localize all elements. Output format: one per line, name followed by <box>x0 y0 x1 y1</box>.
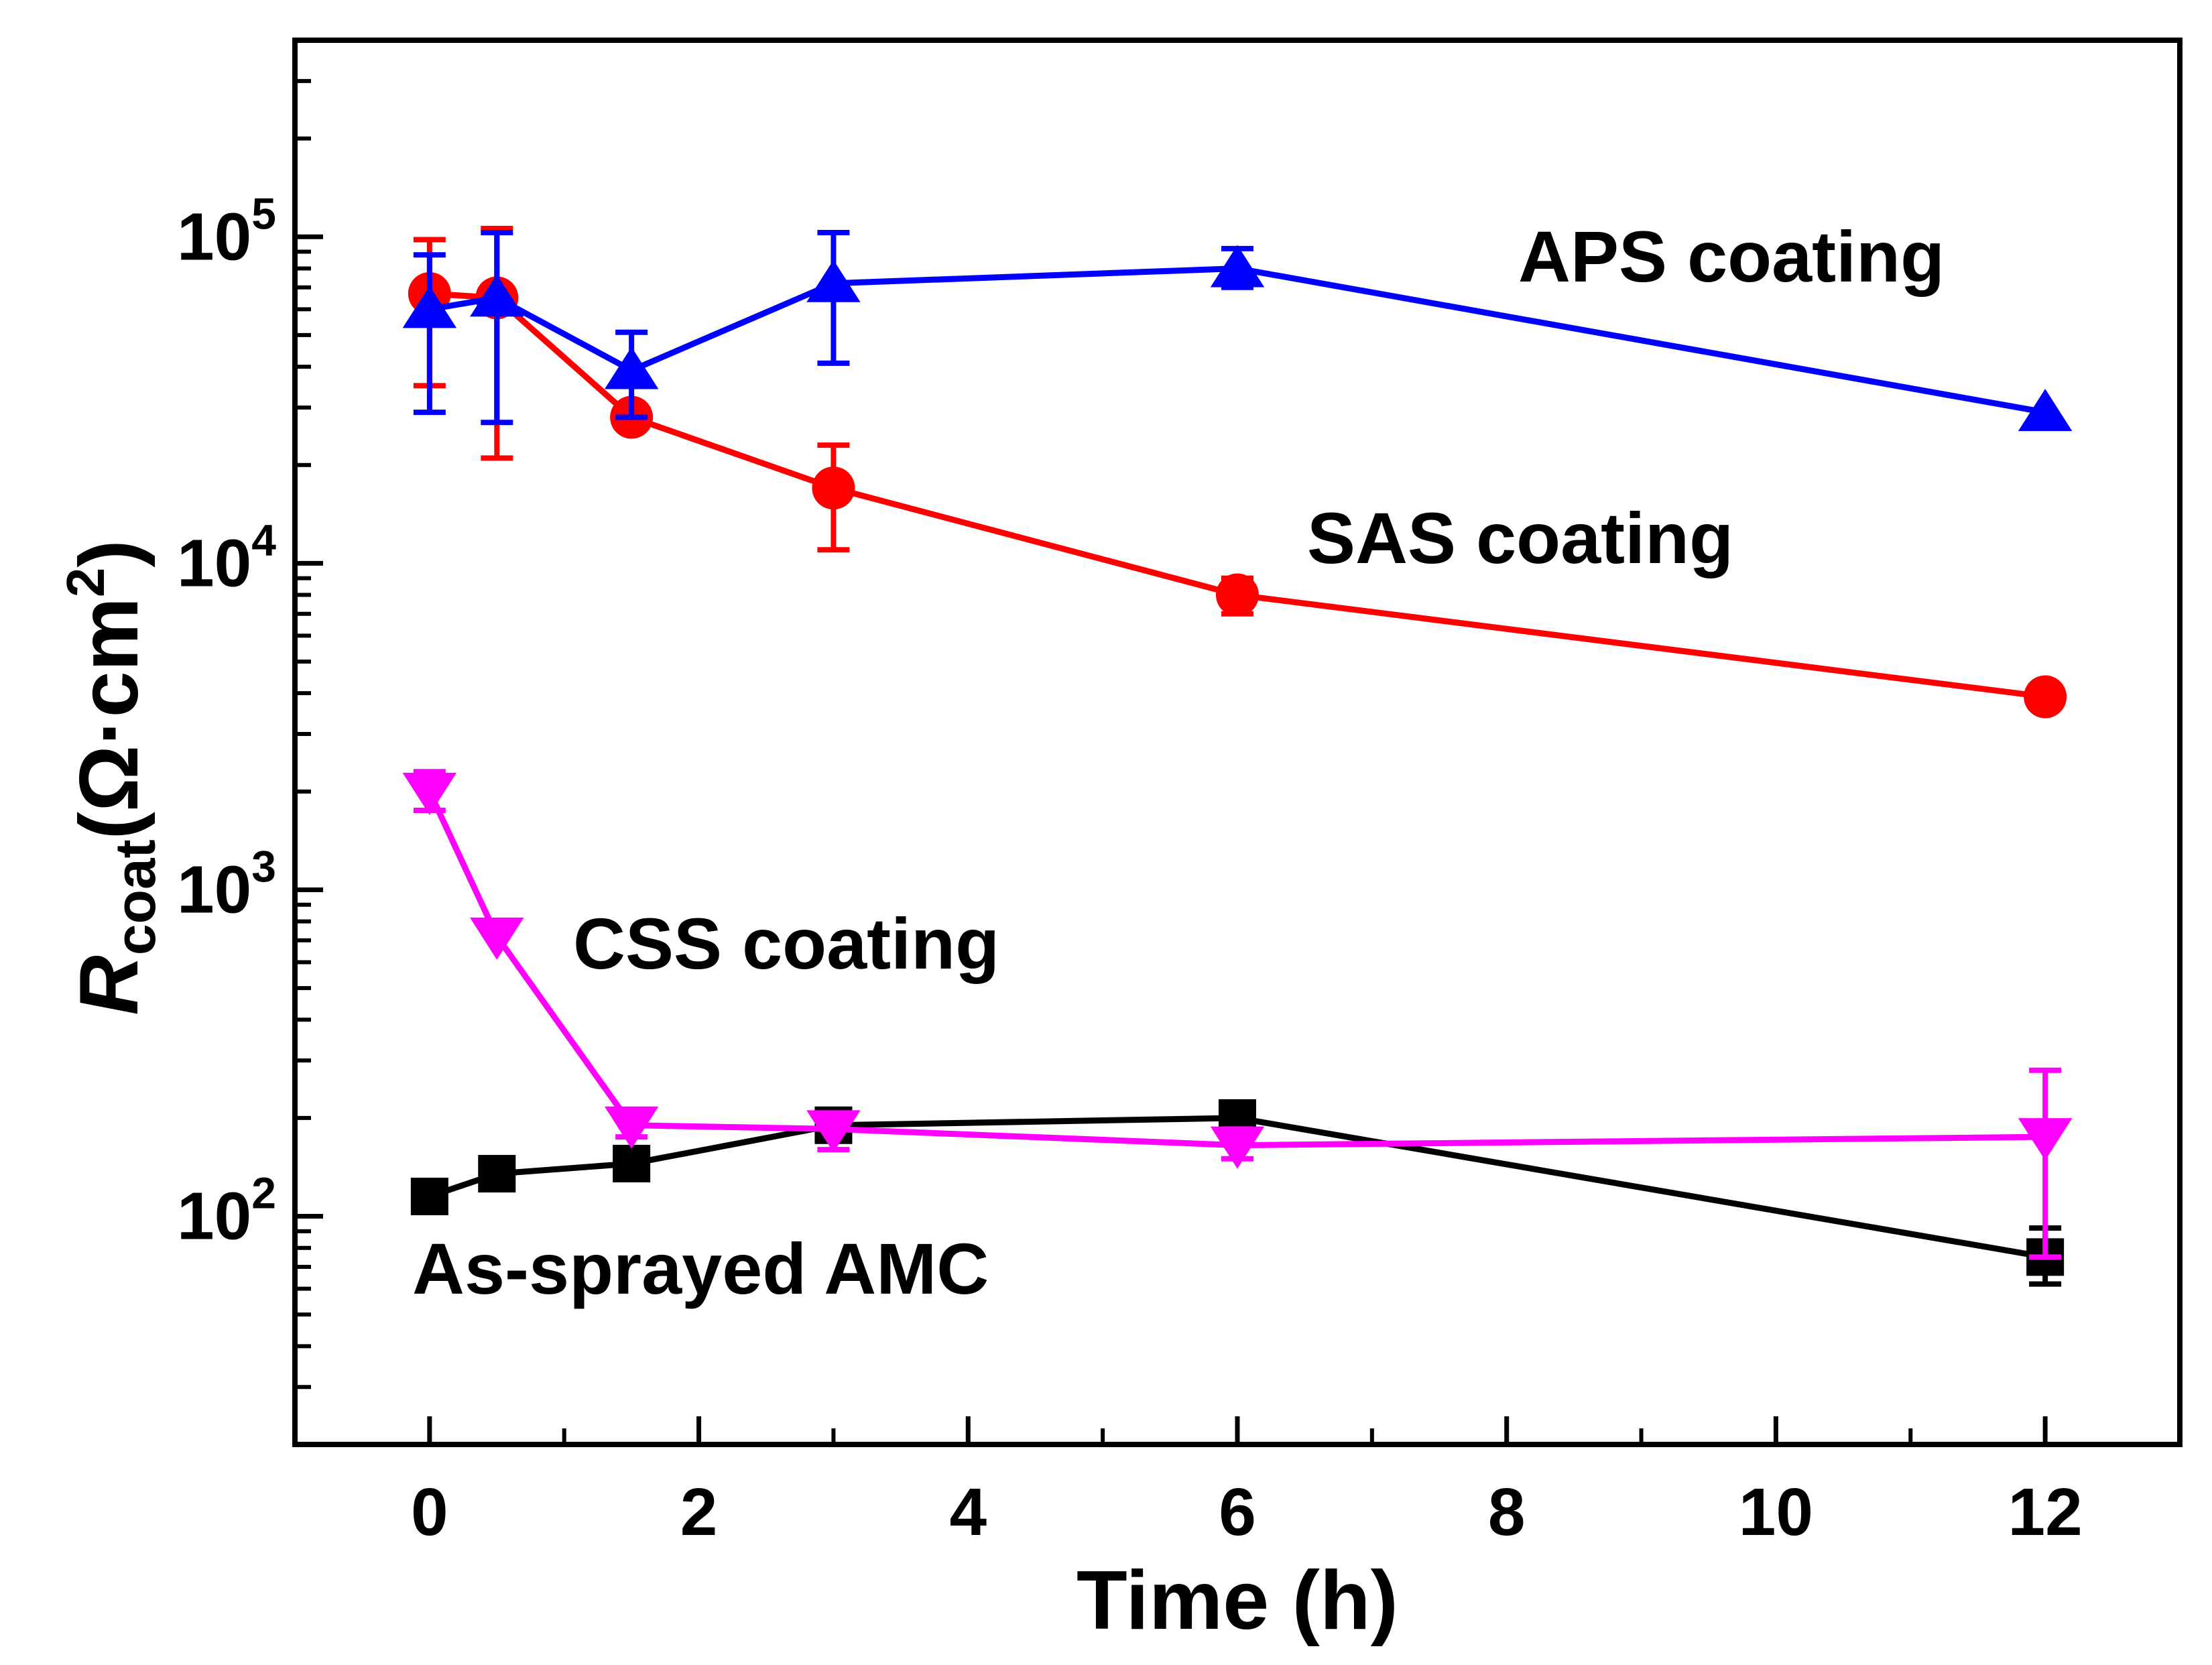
y-tick-label-exp: 4 <box>251 515 276 564</box>
data-point <box>812 467 855 509</box>
data-point <box>1216 574 1259 617</box>
y-tick-label-base: 10 <box>177 1179 251 1254</box>
series-label-css: CSS coating <box>573 903 999 984</box>
data-point <box>470 918 524 960</box>
y-tick-label: 103 <box>177 841 276 927</box>
y-tick-label-exp: 2 <box>251 1168 276 1218</box>
y-tick-label: 105 <box>177 188 276 274</box>
data-point <box>2024 676 2067 719</box>
plot-marks <box>403 229 2073 1284</box>
y-tick-label-base: 10 <box>177 852 251 927</box>
x-axis-title: Time (h) <box>1077 1554 1398 1647</box>
series-label-aps: APS coating <box>1518 216 1945 297</box>
y-tick-label: 104 <box>177 515 276 601</box>
y-axis-title-unit: (Ω·cm <box>63 597 156 839</box>
x-tick-label: 12 <box>2008 1475 2083 1550</box>
y-tick-label-exp: 5 <box>251 188 276 238</box>
series-label-amc: As-sprayed AMC <box>412 1228 989 1309</box>
data-point <box>613 1145 650 1182</box>
x-tick-label: 2 <box>680 1475 718 1550</box>
series-label-sas: SAS coating <box>1307 497 1733 578</box>
data-point <box>1211 245 1265 287</box>
series-css-coating <box>403 772 2073 1257</box>
x-tick-label: 8 <box>1488 1475 1526 1550</box>
x-tick-label: 10 <box>1739 1475 1813 1550</box>
x-tick-label: 0 <box>411 1475 448 1550</box>
data-point <box>403 773 457 815</box>
y-tick-label-base: 10 <box>177 199 251 274</box>
y-axis-title-sup: 2 <box>56 568 115 598</box>
y-tick-label: 102 <box>177 1168 276 1254</box>
x-tick-label: 6 <box>1219 1475 1256 1550</box>
y-axis-title: Rcoat(Ω·cm2) <box>56 540 167 1015</box>
y-axis-title-sub: coat <box>104 839 167 955</box>
data-point <box>478 1155 515 1192</box>
chart: 0 2 4 6 8 10 12102103104105 APS coating SAS co… <box>0 0 2212 1665</box>
y-axis-title-main: R <box>63 955 156 1015</box>
data-point <box>605 347 659 389</box>
data-point <box>411 1178 448 1215</box>
x-tick-label: 4 <box>949 1475 987 1550</box>
series-sas-coating <box>408 229 2067 719</box>
y-tick-label-base: 10 <box>177 526 251 601</box>
y-axis-title-close: ) <box>63 540 156 567</box>
y-tick-label-exp: 3 <box>251 841 276 891</box>
